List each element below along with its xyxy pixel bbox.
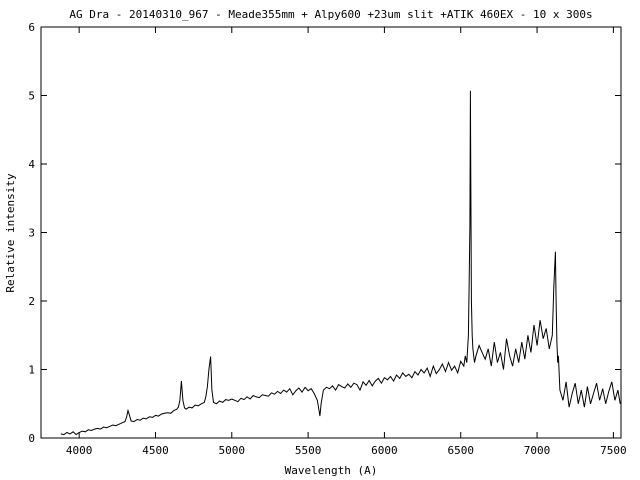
y-tick-label: 3: [28, 227, 35, 240]
x-tick-label: 4500: [142, 444, 169, 457]
x-tick-label: 7000: [524, 444, 551, 457]
x-axis-label: Wavelength (A): [285, 464, 378, 477]
plot-frame: [40, 26, 622, 439]
chart-title: AG Dra - 20140310_967 - Meade355mm + Alp…: [69, 8, 592, 21]
y-axis-ticks: 0 1 2 3 4 5 6: [28, 21, 621, 445]
x-tick-label: 6500: [447, 444, 474, 457]
y-tick-label: 2: [28, 295, 35, 308]
y-tick-label: 4: [28, 158, 35, 171]
x-tick-label: 6000: [371, 444, 398, 457]
x-tick-label: 7500: [600, 444, 627, 457]
x-axis-ticks: 4000 4500 5000 5500 6000 6500 7000 7500: [66, 27, 627, 457]
x-tick-label: 5000: [219, 444, 246, 457]
y-tick-label: 1: [28, 364, 35, 377]
y-tick-label: 5: [28, 90, 35, 103]
x-tick-label: 5500: [295, 444, 322, 457]
y-axis-label: Relative intensity: [4, 173, 17, 293]
x-tick-label: 4000: [66, 444, 93, 457]
y-tick-label: 0: [28, 432, 35, 445]
spectrum-series-line: [60, 90, 621, 436]
y-tick-label: 6: [28, 21, 35, 34]
